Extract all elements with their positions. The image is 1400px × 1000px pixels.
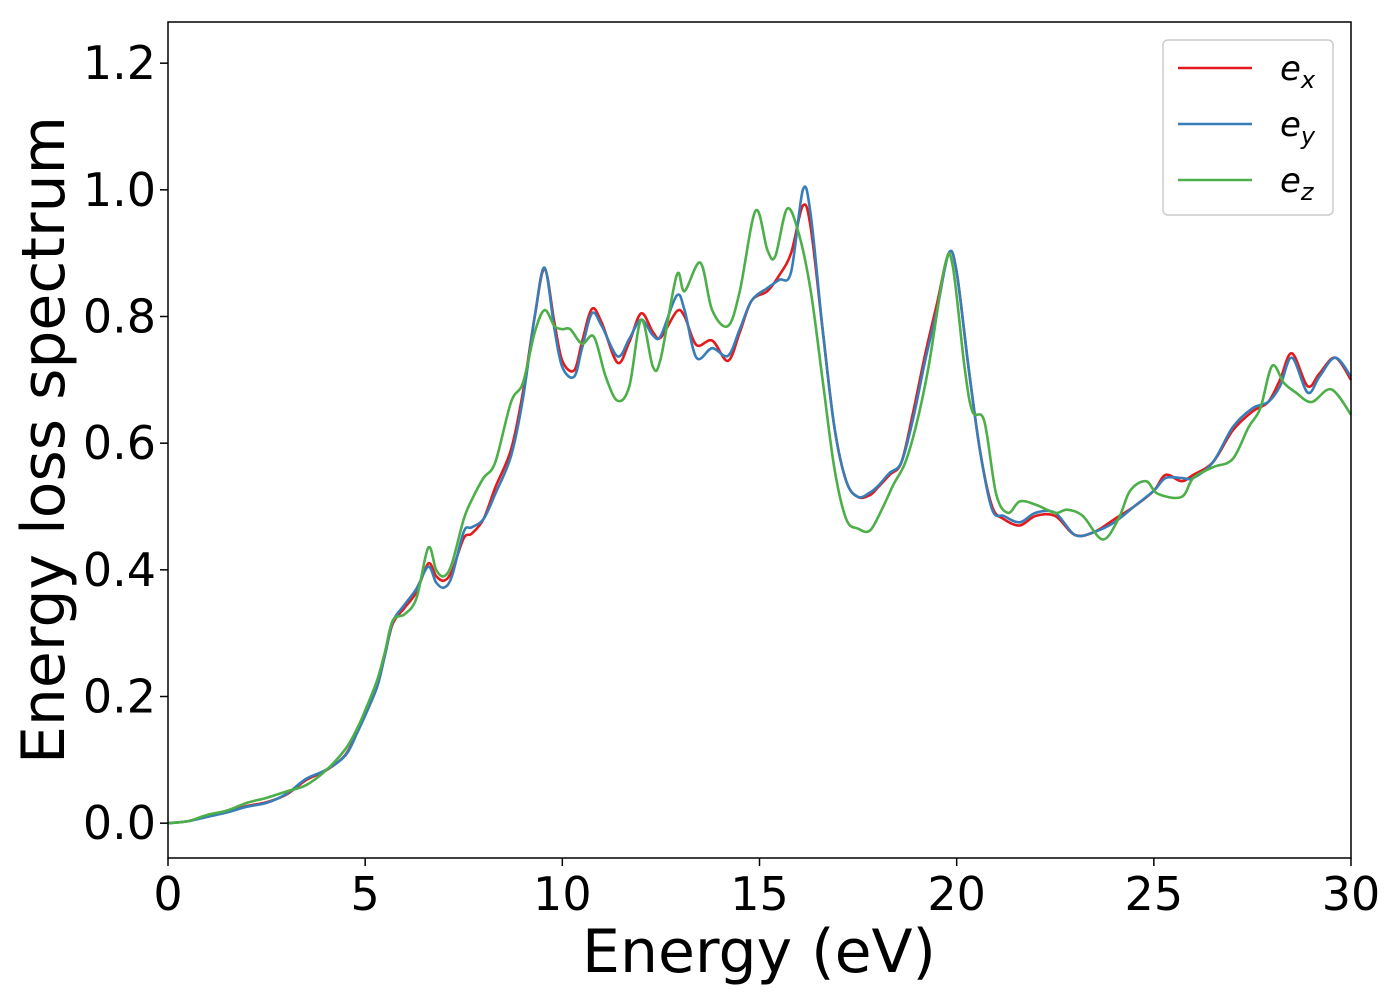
x-axis: 0 5 10 15 20 25 30 [153, 858, 1380, 921]
x-tick-label: 25 [1125, 867, 1184, 921]
y-tick-label: 0.6 [83, 416, 156, 470]
x-tick-label: 5 [351, 867, 380, 921]
legend-label-z: ez [1280, 161, 1315, 206]
y-axis-label: Energy loss spectrum [9, 116, 79, 764]
x-tick-label: 20 [927, 867, 986, 921]
legend-label-y: ey [1280, 105, 1316, 150]
x-tick-label: 0 [153, 867, 182, 921]
legend-frame [1162, 39, 1334, 216]
legend-label-x: ex [1280, 49, 1316, 94]
x-axis-label: Energy (eV) [582, 917, 936, 987]
y-axis: 0.0 0.2 0.4 0.6 0.8 1.0 1.2 [83, 36, 168, 850]
y-tick-label: 0.8 [83, 290, 156, 344]
y-tick-label: 1.0 [83, 163, 156, 217]
legend: ex ey ez [1162, 39, 1334, 216]
y-tick-label: 0.4 [83, 543, 156, 597]
y-tick-label: 0.0 [83, 796, 156, 850]
x-tick-label: 15 [730, 867, 789, 921]
series-line-z [167, 206, 1353, 825]
y-tick-label: 1.2 [83, 36, 156, 90]
x-tick-label: 30 [1322, 867, 1381, 921]
series-line-y [167, 185, 1353, 825]
y-tick-label: 0.2 [83, 670, 156, 724]
series-layer [167, 185, 1353, 825]
x-tick-label: 10 [533, 867, 592, 921]
